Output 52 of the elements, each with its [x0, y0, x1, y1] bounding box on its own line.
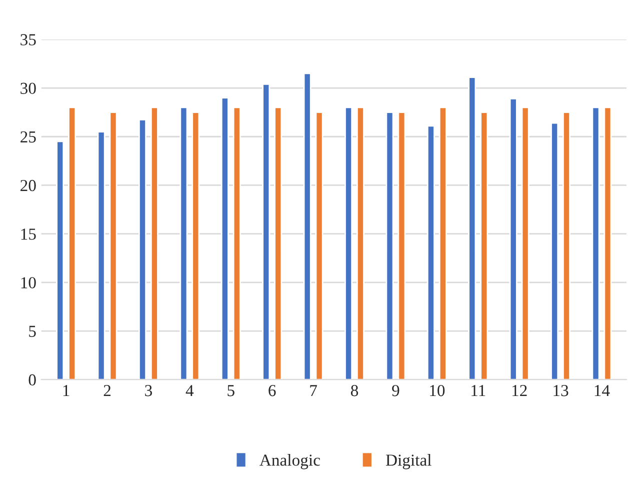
bar [68, 106, 76, 380]
bar [480, 112, 488, 380]
bar [56, 140, 64, 380]
bar [468, 76, 476, 380]
y-tick-label: 0 [28, 374, 36, 386]
bar [220, 97, 229, 380]
bar [509, 98, 518, 380]
legend-label: Analogic [260, 454, 320, 470]
legend-label: Digital [386, 454, 432, 470]
x-tick-label: 10 [430, 384, 445, 396]
y-tick-label: 25 [20, 131, 36, 143]
x-tick-label: 12 [512, 385, 527, 396]
bar [274, 106, 282, 380]
x-tick-label: 2 [104, 385, 111, 396]
x-tick-label: 1 [63, 385, 70, 396]
bar [180, 106, 188, 380]
bar [550, 122, 559, 380]
x-tick-label: 9 [392, 385, 400, 396]
x-tick-label: 14 [594, 385, 610, 396]
y-tick-label: 5 [29, 326, 36, 337]
y-tick-label: 30 [20, 82, 36, 94]
x-tick-label: 5 [228, 385, 234, 396]
bar [138, 118, 146, 380]
y-tick-label: 35 [20, 34, 36, 46]
x-tick-label: 8 [350, 384, 358, 396]
x-tick-label: 4 [186, 385, 194, 396]
bar [262, 83, 270, 380]
x-tick-label: 3 [145, 385, 152, 396]
bar [97, 131, 106, 380]
bar [303, 72, 312, 380]
bar [592, 106, 600, 380]
y-tick-label: 10 [21, 277, 36, 288]
y-tick-label: 15 [21, 228, 36, 240]
bar [426, 125, 435, 380]
bar [356, 106, 364, 380]
bar [150, 106, 158, 380]
bar [386, 112, 394, 380]
bar [604, 106, 612, 380]
bar [398, 112, 406, 380]
bar [344, 106, 353, 380]
y-tick-label: 20 [20, 180, 36, 192]
x-tick-label: 11 [472, 385, 486, 396]
bar [109, 112, 118, 380]
bar [315, 112, 324, 380]
x-tick-label: 6 [268, 385, 276, 396]
bar [562, 112, 570, 380]
bar [521, 106, 530, 380]
bar [438, 106, 447, 380]
bar [232, 106, 241, 380]
bar [192, 112, 200, 380]
x-tick-label: 7 [310, 385, 317, 396]
x-tick-label: 13 [554, 385, 568, 396]
